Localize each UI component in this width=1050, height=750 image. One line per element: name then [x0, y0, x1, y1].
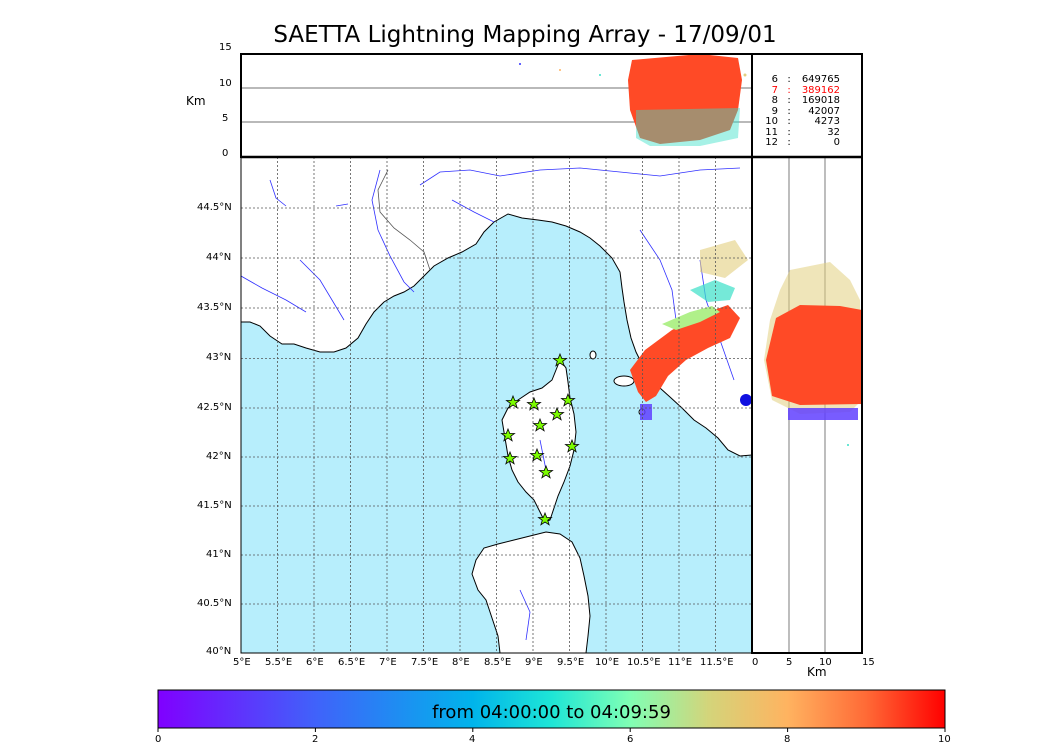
- colorbar-tick: 6: [627, 734, 634, 745]
- colorbar-tick: 0: [155, 734, 162, 745]
- station-marker: [526, 396, 542, 411]
- lat-tick: 42.5°N: [197, 402, 232, 413]
- lon-tick: 7°E: [379, 657, 397, 668]
- altitude-latitude-panel: [764, 157, 862, 653]
- alt-tick: 10: [219, 78, 232, 89]
- sardinia-island: [471, 531, 591, 653]
- station-marker: [549, 406, 565, 421]
- station-marker: [538, 464, 554, 479]
- count-row: 11:32: [765, 126, 840, 138]
- lat-tick: 40°N: [206, 646, 232, 657]
- lon-tick: 10°E: [595, 657, 620, 668]
- count-row: 8:169018: [771, 95, 840, 106]
- lon-tick: 8.5°E: [484, 657, 512, 668]
- km-tick: 15: [862, 657, 875, 668]
- lon-tick: 6.5°E: [338, 657, 366, 668]
- colorbar-tick: 8: [784, 734, 791, 745]
- lon-tick: 5°E: [233, 657, 251, 668]
- colorbar-tick: 10: [938, 734, 951, 745]
- alt-axis-label: Km: [186, 94, 206, 108]
- lat-tick: 41.5°N: [197, 500, 232, 511]
- colorbar-tick: 4: [469, 734, 476, 745]
- lon-tick: 8°E: [452, 657, 470, 668]
- station-marker: [532, 417, 548, 432]
- map-title: SAETTA Lightning Mapping Array - 17/09/0…: [273, 22, 777, 48]
- km-tick: 10: [819, 657, 832, 668]
- lon-tick: 9°E: [525, 657, 543, 668]
- count-row: 6:649765: [771, 74, 840, 85]
- station-marker: [500, 427, 516, 442]
- count-row: 7:389162: [771, 84, 840, 96]
- colorbar-tick: 2: [312, 734, 319, 745]
- lon-tick: 9.5°E: [557, 657, 585, 668]
- lon-tick: 10.5°E: [627, 657, 661, 668]
- station-marker: [560, 392, 576, 407]
- lat-tick: 44.5°N: [197, 202, 232, 213]
- lat-tick: 43.5°N: [197, 302, 232, 313]
- lat-tick: 40.5°N: [197, 598, 232, 609]
- lat-tick: 44°N: [206, 252, 232, 263]
- mainland-landmass: [241, 157, 752, 457]
- station-marker: [552, 352, 568, 367]
- station-marker: [529, 447, 545, 462]
- lma-stations: [500, 352, 580, 526]
- lon-tick: 11.5°E: [700, 657, 734, 668]
- km-tick: 5: [786, 657, 793, 668]
- altitude-longitude-panel: [241, 54, 752, 157]
- lat-tick: 43°N: [206, 352, 232, 363]
- count-row: 10:4273: [765, 116, 840, 127]
- count-row: 9:42007: [771, 105, 840, 117]
- station-count-table: 6:649765 7:389162 8:169018 9:42007 10:42…: [760, 74, 840, 149]
- km-axis-label: Km: [807, 665, 827, 679]
- alt-tick: 15: [219, 42, 232, 53]
- lon-tick: 6°E: [306, 657, 324, 668]
- lon-tick: 5.5°E: [265, 657, 293, 668]
- station-marker: [502, 450, 518, 465]
- lat-tick: 42°N: [206, 451, 232, 462]
- station-marker: [537, 511, 553, 526]
- corsica-island: [501, 358, 577, 523]
- colorbar: [157, 689, 946, 729]
- station-marker: [505, 394, 521, 409]
- station-marker: [564, 438, 580, 453]
- colorbar-label: from 04:00:00 to 04:09:59: [432, 702, 671, 723]
- count-row: 12:0: [765, 137, 840, 148]
- km-tick: 0: [752, 657, 759, 668]
- main-map-panel: [241, 157, 752, 653]
- alt-tick: 5: [222, 113, 229, 124]
- lon-tick: 7.5°E: [411, 657, 439, 668]
- lightning-map: [630, 240, 752, 420]
- lat-tick: 41°N: [206, 549, 232, 560]
- country-borders: [377, 169, 431, 271]
- lon-tick: 11°E: [668, 657, 693, 668]
- alt-tick: 0: [222, 148, 229, 159]
